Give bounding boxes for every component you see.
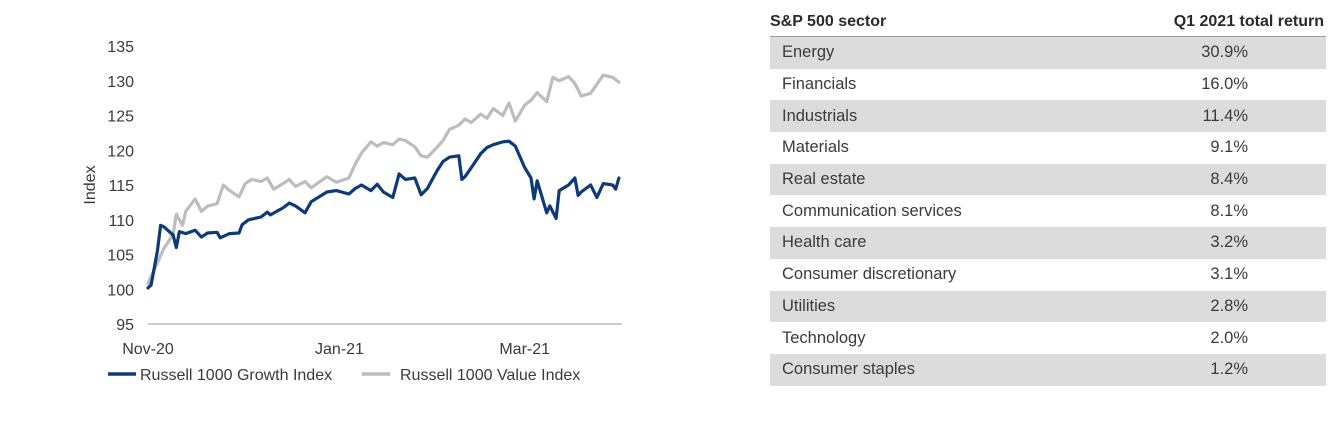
sector-return-table: S&P 500 sector Q1 2021 total return Ener… bbox=[770, 8, 1326, 386]
table-row: Technology 2.0% bbox=[770, 322, 1326, 354]
series-lines bbox=[146, 73, 621, 290]
sector-return: 9.1% bbox=[1210, 138, 1248, 157]
table-row: Materials 9.1% bbox=[770, 132, 1326, 164]
x-tick-label: Jan-21 bbox=[315, 341, 364, 358]
table-row: Communication services 8.1% bbox=[770, 195, 1326, 227]
x-tick-label: Nov-20 bbox=[122, 341, 174, 358]
x-tick-label: Mar-21 bbox=[499, 341, 550, 358]
y-tick-label: 125 bbox=[107, 109, 134, 126]
sector-name: Industrials bbox=[770, 100, 1080, 133]
header-sector: S&P 500 sector bbox=[770, 8, 1080, 37]
y-tick-label: 130 bbox=[107, 74, 134, 91]
table-header-row: S&P 500 sector Q1 2021 total return bbox=[770, 8, 1326, 37]
sector-name: Energy bbox=[770, 36, 1080, 69]
sector-name: Technology bbox=[782, 328, 866, 347]
table-row: Financials 16.0% bbox=[770, 69, 1326, 101]
sector-return: 16.0% bbox=[1201, 75, 1248, 94]
sector-return: 3.2% bbox=[1079, 227, 1326, 259]
table-row: Real estate 8.4% bbox=[770, 163, 1326, 196]
sector-name: Health care bbox=[770, 227, 1080, 259]
y-tick-label: 95 bbox=[116, 317, 134, 334]
sector-return: 1.2% bbox=[1079, 353, 1326, 386]
sector-name: Financials bbox=[782, 75, 857, 94]
sector-name: Consumer staples bbox=[770, 353, 1080, 386]
sector-name: Utilities bbox=[770, 290, 1080, 323]
y-tick-label: 115 bbox=[108, 178, 134, 195]
sector-return: 8.1% bbox=[1210, 201, 1248, 220]
line-chart: Index 95 100 105 110 115 120 125 130 135 Nov-20 J… bbox=[82, 39, 622, 384]
y-axis-label: Index bbox=[82, 165, 99, 204]
sector-return: 3.1% bbox=[1210, 265, 1248, 284]
table-row: Consumer discretionary 3.1% bbox=[770, 259, 1326, 291]
legend-label: Russell 1000 Growth Index bbox=[140, 367, 332, 384]
table-row: Industrials 11.4% bbox=[770, 100, 1326, 133]
sector-return: 11.4% bbox=[1079, 100, 1326, 133]
y-tick-label: 135 bbox=[107, 39, 134, 56]
table-row: Health care 3.2% bbox=[770, 227, 1326, 259]
table-body: Energy 30.9% Financials 16.0% Industrials 11.… bbox=[770, 36, 1326, 386]
sector-return: 30.9% bbox=[1079, 36, 1326, 69]
sector-name: Materials bbox=[782, 138, 849, 157]
sector-return: 2.8% bbox=[1079, 290, 1326, 323]
legend-label: Russell 1000 Value Index bbox=[400, 367, 580, 384]
table-row: Consumer staples 1.2% bbox=[770, 353, 1326, 386]
x-tick-labels: Nov-20 Jan-21 Mar-21 bbox=[122, 341, 550, 358]
y-tick-labels: 95 100 105 110 115 120 125 130 135 bbox=[107, 39, 134, 334]
y-tick-label: 110 bbox=[108, 213, 134, 230]
table-row: Energy 30.9% bbox=[770, 36, 1326, 69]
header-return: Q1 2021 total return bbox=[1079, 8, 1326, 37]
sector-return: 8.4% bbox=[1079, 163, 1326, 196]
table-row: Utilities 2.8% bbox=[770, 290, 1326, 323]
sector-return: 2.0% bbox=[1210, 328, 1248, 347]
sector-name: Consumer discretionary bbox=[782, 265, 957, 284]
sector-name: Real estate bbox=[770, 163, 1080, 196]
growth-index-line bbox=[146, 139, 621, 290]
sector-name: Communication services bbox=[782, 201, 962, 220]
value-index-line bbox=[146, 73, 621, 286]
y-tick-label: 100 bbox=[107, 282, 134, 299]
y-tick-label: 120 bbox=[107, 143, 134, 160]
y-tick-label: 105 bbox=[107, 248, 134, 265]
legend: Russell 1000 Growth Index Russell 1000 Va… bbox=[108, 367, 580, 384]
